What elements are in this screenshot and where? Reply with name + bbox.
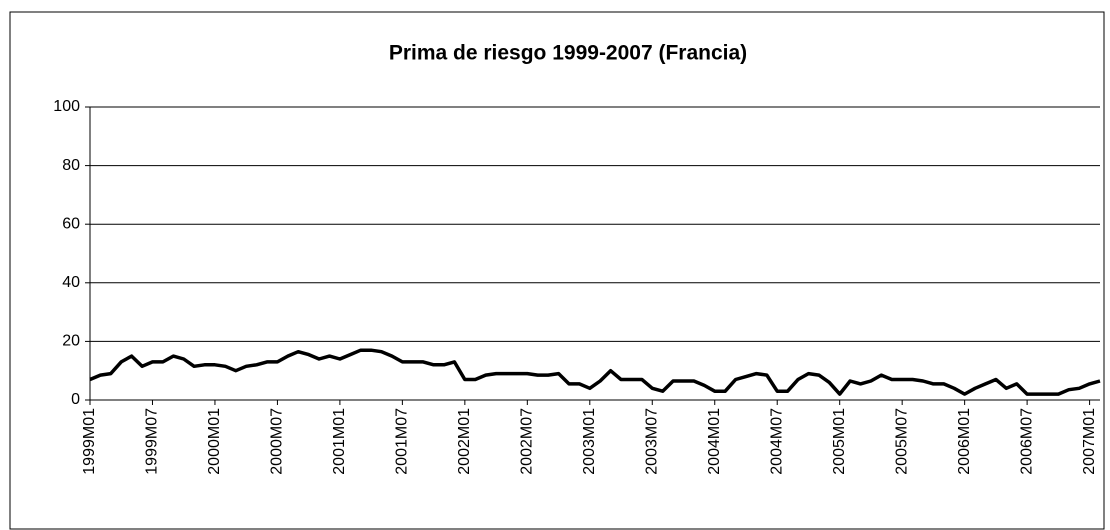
x-tick-label: 2007M01: [1081, 408, 1098, 475]
x-tick-label: 2006M07: [1018, 408, 1035, 475]
x-tick-label: 2003M01: [581, 408, 598, 475]
y-tick-label: 40: [62, 274, 80, 291]
y-tick-label: 0: [71, 391, 80, 408]
x-tick-label: 2005M01: [831, 408, 848, 475]
x-tick-label: 2001M01: [331, 408, 348, 475]
y-tick-label: 80: [62, 157, 80, 174]
x-tick-label: 2001M07: [394, 408, 411, 475]
x-tick-label: 1999M07: [144, 408, 161, 475]
y-tick-label: 60: [62, 215, 80, 232]
x-tick-label: 2004M07: [768, 408, 785, 475]
x-tick-label: 2000M01: [206, 408, 223, 475]
data-line: [89, 348, 1101, 396]
x-tick-label: 2004M01: [706, 408, 723, 475]
x-tick-label: 2000M07: [269, 408, 286, 475]
x-tick-label: 2002M01: [456, 408, 473, 475]
chart-border: [9, 11, 1105, 530]
chart-title: Prima de riesgo 1999-2007 (Francia): [389, 42, 747, 65]
y-tick-label: 100: [53, 98, 80, 115]
x-tick-label: 2006M01: [956, 408, 973, 475]
x-tick-label: 2005M07: [893, 408, 910, 475]
y-tick-label: 20: [62, 333, 80, 350]
x-tick-label: 2003M07: [643, 408, 660, 475]
x-tick-label: 1999M01: [81, 408, 98, 475]
x-tick-label: 2002M07: [519, 408, 536, 475]
